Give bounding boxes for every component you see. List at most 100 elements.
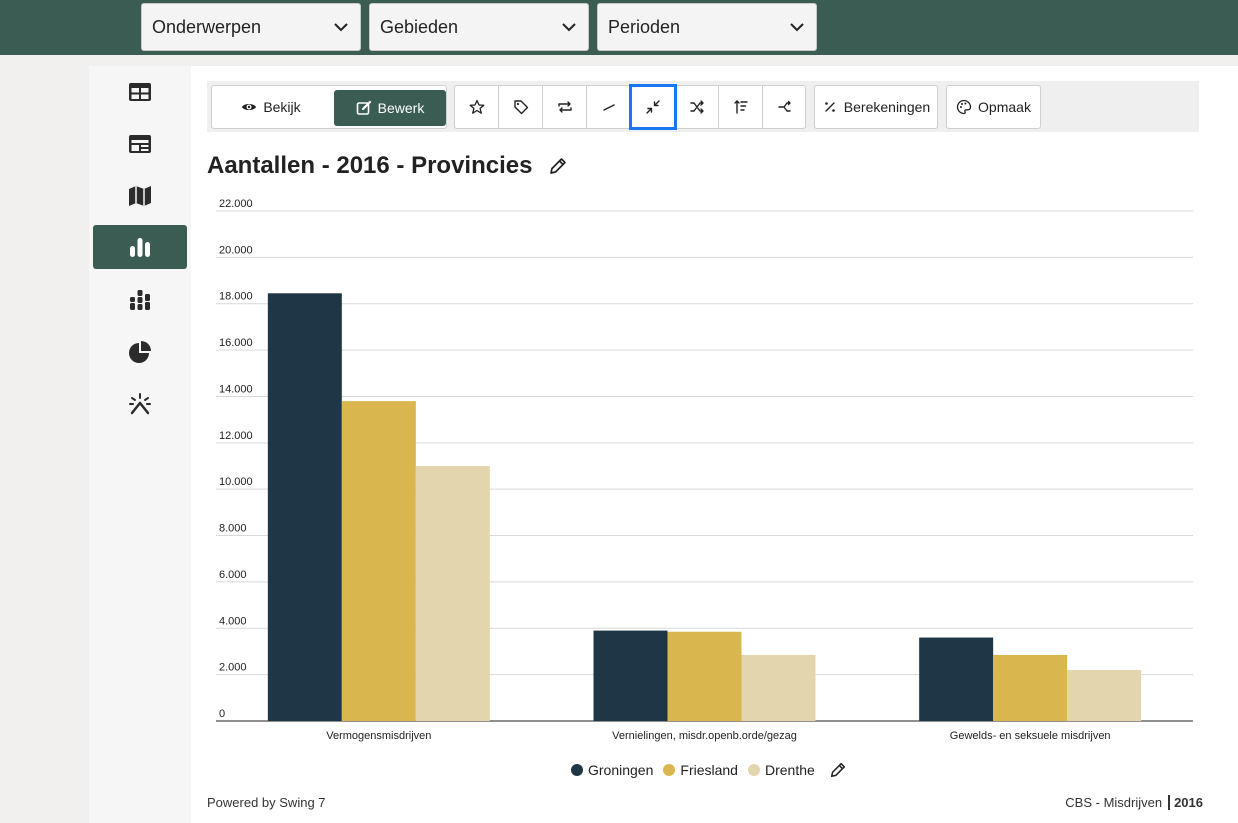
x-tick-label: Vermogensmisdrijven xyxy=(326,730,431,742)
collapse-icon xyxy=(645,100,660,114)
map-icon xyxy=(129,186,151,206)
line-icon xyxy=(602,104,615,111)
legend-swatch xyxy=(571,764,583,776)
table-icon xyxy=(129,83,151,101)
magic-wand-icon xyxy=(129,393,151,415)
legend-item[interactable]: Friesland xyxy=(663,762,738,778)
toolbar: Bekijk Bewerk xyxy=(207,81,1199,132)
collapse-button[interactable] xyxy=(629,84,677,130)
opmaak-button[interactable]: Opmaak xyxy=(946,85,1041,129)
legend-item[interactable]: Groningen xyxy=(571,762,653,778)
dashboard-icon xyxy=(129,135,151,153)
chart-legend: Groningen Friesland Drenthe xyxy=(571,761,847,779)
legend-label: Friesland xyxy=(680,762,738,778)
eye-icon xyxy=(242,104,257,110)
legend-label: Drenthe xyxy=(764,762,815,778)
legend-label: Groningen xyxy=(588,762,654,778)
star-icon xyxy=(469,99,484,114)
bar-groningen xyxy=(593,630,668,721)
stacked-chart-icon xyxy=(130,290,150,310)
legend-item[interactable]: Drenthe xyxy=(747,762,815,778)
sidebar-item-dashboard[interactable] xyxy=(93,122,187,166)
pie-chart-icon xyxy=(129,341,151,363)
shuffle-icon xyxy=(689,100,704,114)
labels-button[interactable] xyxy=(499,86,543,128)
y-tick-label: 6.000 xyxy=(219,569,247,581)
gebieden-dropdown[interactable]: Gebieden xyxy=(369,3,589,51)
bar-groningen xyxy=(267,293,342,721)
page-title-text: Aantallen - 2016 - Provincies xyxy=(207,152,533,179)
bekijk-button[interactable]: Bekijk xyxy=(212,86,330,128)
y-tick-label: 2.000 xyxy=(219,662,247,674)
sort-button[interactable] xyxy=(719,86,763,128)
palette-icon xyxy=(956,99,972,115)
chevron-down-icon xyxy=(562,23,576,32)
sidebar-item-map[interactable] xyxy=(93,174,187,218)
chevron-down-icon xyxy=(334,23,348,32)
swap-icon xyxy=(557,101,572,113)
bar-friesland xyxy=(993,654,1068,721)
berekeningen-button[interactable]: Berekeningen xyxy=(814,85,938,129)
y-tick-label: 18.000 xyxy=(219,291,253,303)
y-tick-label: 8.000 xyxy=(219,523,247,535)
y-tick-label: 12.000 xyxy=(219,430,253,442)
bar-friesland xyxy=(667,631,742,721)
bekijk-label: Bekijk xyxy=(263,99,301,115)
shuffle-button[interactable] xyxy=(675,86,719,128)
bar-chart-icon xyxy=(130,238,150,257)
legend-swatch xyxy=(663,764,676,776)
x-tick-label: Gewelds- en seksuele misdrijven xyxy=(950,730,1111,742)
source-label: CBS - Misdrijven xyxy=(1065,795,1163,810)
onderwerpen-label: Onderwerpen xyxy=(152,16,262,37)
sidebar-item-pie-chart[interactable] xyxy=(93,330,187,374)
bar-chart: 0 2.000 4.000 6.000 8.000 10.000 12.000 14.000 1… xyxy=(216,198,1193,742)
sidebar-item-table[interactable] xyxy=(93,70,187,114)
y-tick-label: 10.000 xyxy=(219,476,253,488)
view-edit-group: Bekijk Bewerk xyxy=(211,85,447,129)
swap-axes-button[interactable] xyxy=(543,86,587,128)
powered-by: Powered by Swing 7 xyxy=(207,795,326,810)
chart-tools-group xyxy=(454,84,807,130)
y-tick-label: 16.000 xyxy=(219,337,253,349)
y-tick-label: 22.000 xyxy=(219,198,253,210)
edit-icon xyxy=(356,100,371,115)
perioden-dropdown[interactable]: Perioden xyxy=(597,3,817,51)
y-tick-label: 14.000 xyxy=(219,383,253,395)
legend-swatch xyxy=(747,764,760,776)
merge-button[interactable] xyxy=(763,86,807,128)
main-panel: Bekijk Bewerk xyxy=(191,66,1238,823)
sidebar-item-bar-chart[interactable] xyxy=(93,225,187,269)
pencil-icon[interactable] xyxy=(829,761,847,779)
y-tick-label: 4.000 xyxy=(219,615,247,627)
chevron-down-icon xyxy=(790,23,804,32)
x-tick-label: Vernielingen, misdr.openb.orde/gezag xyxy=(612,730,797,742)
trendline-button[interactable] xyxy=(587,86,631,128)
source-year: 2016 xyxy=(1168,795,1203,810)
top-bar: Onderwerpen Gebieden Perioden xyxy=(0,0,1238,55)
opmaak-label: Opmaak xyxy=(978,99,1031,115)
bar-groningen xyxy=(919,637,994,721)
merge-icon xyxy=(778,100,791,112)
onderwerpen-dropdown[interactable]: Onderwerpen xyxy=(141,3,361,51)
source-info: CBS - Misdrijven 2016 xyxy=(1065,795,1203,810)
perioden-label: Perioden xyxy=(608,16,681,37)
sidebar xyxy=(89,66,191,823)
pencil-icon[interactable] xyxy=(548,156,568,176)
sort-icon xyxy=(733,100,748,114)
favorite-button[interactable] xyxy=(455,86,499,128)
berekeningen-label: Berekeningen xyxy=(843,99,931,115)
y-tick-label: 20.000 xyxy=(219,244,253,256)
page-title: Aantallen - 2016 - Provincies xyxy=(207,152,568,180)
tag-icon xyxy=(513,100,528,115)
bar-friesland xyxy=(341,401,416,721)
bar-drenthe xyxy=(415,466,490,721)
bar-drenthe xyxy=(1067,670,1142,721)
y-tick-label: 0 xyxy=(219,708,225,720)
sidebar-item-stacked-chart[interactable] xyxy=(93,278,187,322)
gebieden-label: Gebieden xyxy=(380,16,459,37)
sidebar-item-magic-wand[interactable] xyxy=(93,382,187,426)
bewerk-label: Bewerk xyxy=(377,100,425,116)
bar-drenthe xyxy=(741,654,816,721)
percent-icon xyxy=(824,102,835,112)
bewerk-button[interactable]: Bewerk xyxy=(334,90,446,126)
